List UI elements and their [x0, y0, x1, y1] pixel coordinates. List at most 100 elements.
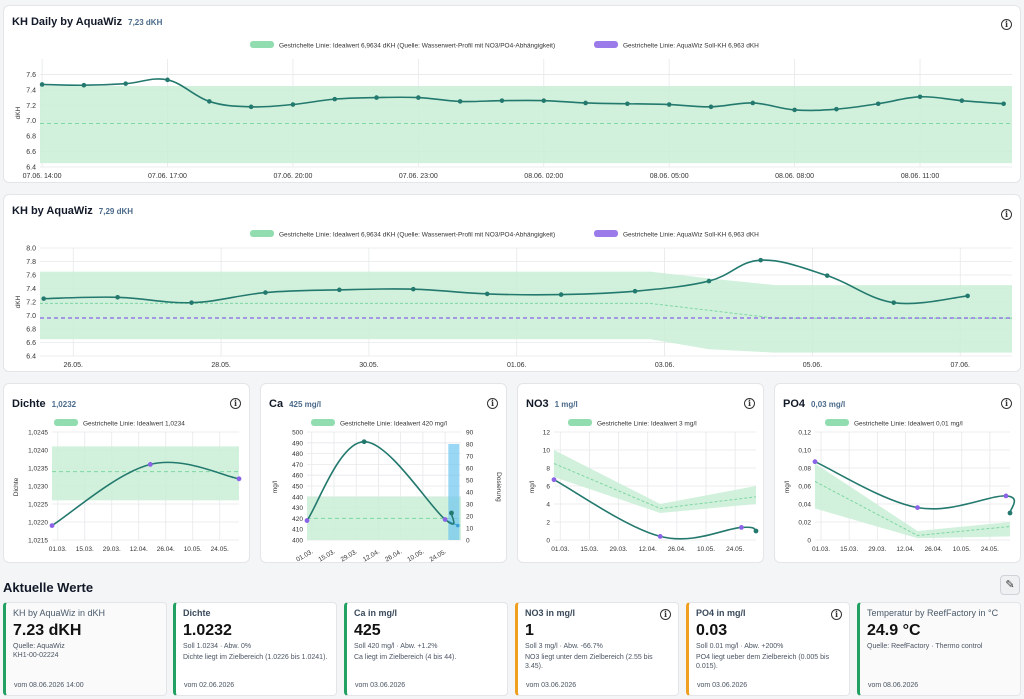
y-tick-label: 0,04: [798, 502, 811, 509]
legend-soll-swatch: [594, 230, 618, 237]
value-date: vom 08.06.2026 14:00: [14, 682, 84, 689]
data-point: [449, 510, 454, 516]
info-icon[interactable]: i: [1001, 19, 1012, 30]
data-point: [304, 518, 310, 523]
dichte-chart: Gestrichelte Linie: Idealwert 1,0234 1,02…: [13, 419, 242, 553]
x-tick-label: 08.06. 02:00: [524, 173, 563, 180]
x-tick-label: 01.03.: [551, 546, 569, 553]
x-tick-label: 29.03.: [868, 546, 886, 553]
y-tick-label: 6.4: [26, 354, 36, 361]
y-tick-label: 8.0: [26, 246, 36, 253]
kh-chart: Gestrichelte Linie: Idealwert 6,9634 dKH…: [15, 230, 1012, 369]
value-status: Ca liegt im Zielbereich (4 bis 44).: [354, 654, 457, 661]
y-tick-label: 0,08: [798, 466, 811, 473]
x-tick-label: 07.06.: [951, 362, 971, 369]
y2-tick-label: 20: [466, 514, 474, 521]
y-tick-label: 7.6: [26, 72, 36, 79]
data-point: [753, 528, 759, 534]
value-device: KH1-00-02224: [13, 652, 59, 659]
y-tick-label: 1,0230: [28, 484, 48, 491]
x-tick-label: 15.03.: [840, 546, 858, 553]
pencil-icon: ✎: [1005, 579, 1015, 591]
x-tick-label: 07.06. 14:00: [23, 173, 62, 180]
y-tick-label: 1,0225: [28, 502, 48, 509]
value-label: Dichte: [183, 608, 211, 618]
chart-subtitle: 7,23 dKH: [128, 18, 163, 27]
info-icon[interactable]: i: [230, 398, 241, 409]
data-line: [306, 440, 455, 525]
y-tick-label: 490: [292, 440, 303, 447]
x-tick-label: 29.03.: [340, 548, 359, 562]
value-label: PO4 in mg/l: [696, 608, 746, 618]
y-tick-label: 400: [292, 538, 303, 545]
chart-subtitle: 0,03 mg/l: [811, 400, 846, 409]
x-tick-label: 01.06.: [507, 362, 527, 369]
info-icon[interactable]: i: [1001, 398, 1012, 409]
value-target: Soll 0.01 mg/l · Abw. +200%: [696, 643, 784, 650]
x-tick-label: 01.03.: [295, 548, 314, 562]
x-tick-label: 12.04.: [639, 546, 657, 553]
data-point: [706, 278, 712, 284]
data-point: [236, 476, 242, 482]
x-tick-label: 29.03.: [610, 546, 628, 553]
x-tick-label: 26.04.: [668, 546, 686, 553]
value-label: Ca in mg/l: [354, 608, 398, 618]
value-target: Soll 3 mg/l · Abw. -66.7%: [525, 643, 603, 650]
info-icon[interactable]: i: [660, 609, 671, 620]
y-tick-label: 1,0215: [28, 538, 48, 545]
y-tick-label: 500: [292, 430, 303, 437]
value-status: Dichte liegt im Zielbereich (1.0226 bis …: [183, 654, 328, 661]
data-point: [457, 99, 463, 104]
data-point: [374, 95, 379, 100]
y-tick-label: 1,0240: [28, 448, 48, 455]
y-tick-label: 7.2: [26, 103, 36, 110]
kh-daily-chart: Gestrichelte Linie: Idealwert 6,9634 dKH…: [15, 41, 1012, 180]
data-point: [657, 534, 663, 539]
data-point: [824, 273, 830, 278]
edit-button[interactable]: ✎: [1000, 575, 1020, 595]
data-point: [1001, 101, 1006, 107]
x-tick-label: 15.03.: [76, 546, 94, 553]
dichte-card: Dichte 1,0232 i Gestrichelte Linie: Ideal…: [3, 383, 250, 563]
data-point: [416, 95, 421, 100]
info-icon[interactable]: i: [487, 398, 498, 409]
data-point: [625, 101, 630, 107]
legend-ideal: Gestrichelte Linie: Idealwert 0,01 mg/l: [854, 421, 963, 428]
data-point: [81, 82, 87, 88]
chart-title: Ca 425 mg/l: [269, 398, 322, 410]
data-point: [891, 300, 897, 305]
data-point: [739, 525, 744, 530]
no3-chart: Gestrichelte Linie: Idealwert 3 mg/l 0 2 4 6…: [529, 419, 759, 553]
x-tick-label: 15.03.: [317, 548, 336, 562]
y2-axis-label: Dosierung: [495, 472, 502, 502]
y-tick-label: 1,0235: [28, 466, 48, 473]
y-tick-label: 6.6: [26, 149, 36, 156]
value-target: Soll 420 mg/l · Abw. +1.2%: [354, 643, 438, 650]
value-card-ca: Ca in mg/l 425 Soll 420 mg/l · Abw. +1.2…: [344, 602, 508, 696]
value-source: Quelle: ReefFactory · Thermo control: [867, 643, 983, 650]
y2-tick-label: 30: [466, 502, 474, 509]
info-icon[interactable]: i: [831, 609, 842, 620]
info-icon[interactable]: i: [744, 398, 755, 409]
data-point: [1007, 510, 1013, 516]
x-tick-label: 12.04.: [362, 548, 381, 562]
x-tick-label: 08.06. 11:00: [901, 173, 940, 180]
y2-tick-label: 90: [466, 430, 474, 437]
value-number: 24.9 °C: [867, 622, 921, 639]
data-point: [965, 293, 970, 299]
x-tick-label: 28.05.: [211, 362, 231, 369]
info-icon[interactable]: i: [1001, 209, 1012, 220]
x-tick-label: 24.05.: [726, 546, 744, 553]
chart-title: KH by AquaWiz 7,29 dKH: [12, 205, 134, 217]
y-tick-label: 0,06: [798, 484, 811, 491]
data-point: [147, 462, 153, 467]
y-axis-label: mg/l: [784, 480, 791, 493]
x-tick-label: 29.03.: [103, 546, 121, 553]
value-label: NO3 in mg/l: [525, 608, 576, 618]
target-band: [40, 271, 1012, 353]
chart-title: PO4 0,03 mg/l: [783, 398, 846, 410]
chart-subtitle: 7,29 dKH: [98, 207, 134, 216]
legend-ideal-swatch: [250, 230, 274, 237]
legend-ideal: Gestrichelte Linie: Idealwert 1,0234: [83, 421, 185, 428]
legend-ideal-swatch: [568, 419, 592, 426]
